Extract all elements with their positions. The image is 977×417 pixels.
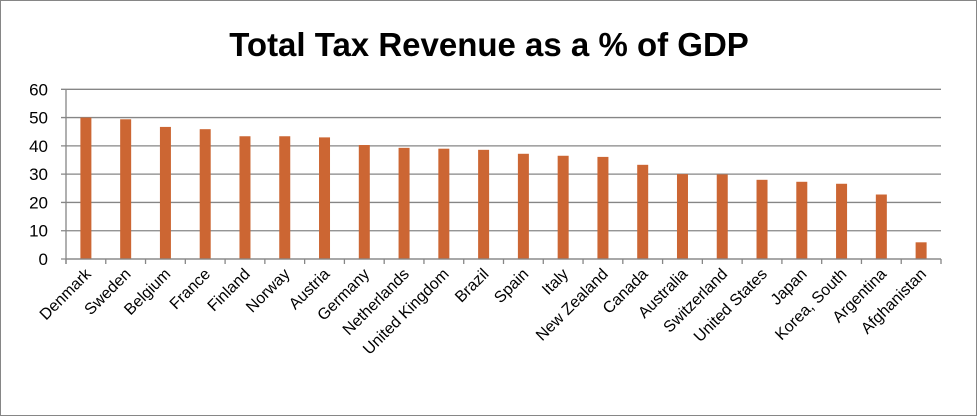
bar-denmark: [80, 117, 92, 259]
y-tick-label: 60: [29, 80, 48, 99]
bar-united-kingdom: [438, 148, 450, 259]
y-tick-label: 10: [29, 222, 48, 241]
bar-belgium: [159, 126, 171, 259]
bar-netherlands: [398, 147, 410, 259]
bar-austria: [319, 137, 331, 259]
bar-spain: [517, 153, 529, 259]
bar-brazil: [478, 149, 490, 259]
gridlines: [61, 88, 941, 260]
x-axis: DenmarkSwedenBelgiumFranceFinlandNorwayA…: [37, 258, 942, 358]
x-tick-label: Brazil: [452, 266, 492, 306]
bar-italy: [557, 155, 569, 259]
y-tick-label: 40: [29, 137, 48, 156]
bar-sweden: [120, 119, 132, 259]
y-tick-label: 30: [29, 165, 48, 184]
bar-korea-south: [836, 183, 848, 259]
bar-afghanistan: [915, 242, 927, 259]
bar-norway: [279, 136, 291, 259]
bar-germany: [358, 145, 370, 259]
y-tick-label: 20: [29, 193, 48, 212]
x-tick-label: Spain: [491, 266, 532, 307]
x-tick-label: Italy: [539, 266, 572, 299]
bar-japan: [796, 181, 808, 259]
bar-united-states: [756, 179, 768, 259]
y-tick-label: 50: [29, 109, 48, 128]
bar-france: [199, 129, 211, 259]
bar-australia: [676, 174, 688, 259]
x-tick-label: Norway: [243, 266, 293, 316]
bar-argentina: [875, 194, 887, 259]
y-axis: 0 10 20 30 40 50 60: [29, 80, 67, 269]
bar-switzerland: [716, 174, 728, 259]
y-tick-label: 0: [39, 250, 48, 269]
bar-finland: [239, 136, 251, 259]
chart-title: Total Tax Revenue as a % of GDP: [229, 26, 749, 63]
bar-new-zealand: [597, 156, 609, 259]
bars: [80, 117, 927, 259]
bar-canada: [637, 164, 649, 259]
x-tick-label: Denmark: [37, 265, 96, 324]
